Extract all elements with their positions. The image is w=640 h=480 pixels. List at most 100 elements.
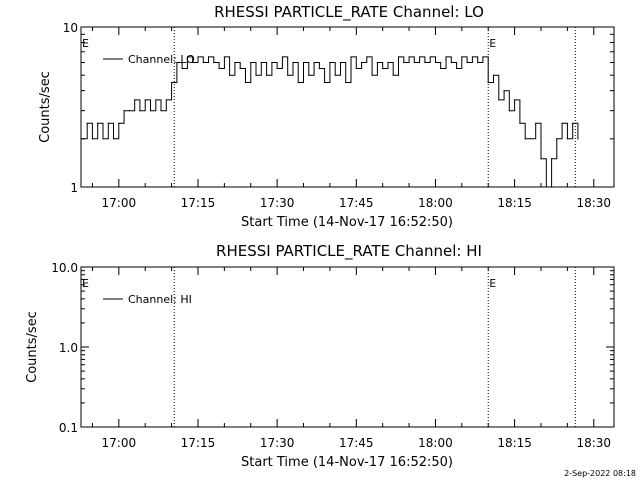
data-point-lo: [80, 138, 82, 140]
data-point-lo: [514, 99, 516, 101]
data-point-lo: [318, 67, 320, 70]
data-point-lo: [345, 81, 347, 84]
data-point-lo: [392, 74, 394, 76]
data-point-lo: [144, 99, 146, 101]
data-point-lo: [550, 158, 553, 160]
data-point-lo: [461, 56, 463, 58]
data-point-lo: [244, 81, 247, 84]
data-point-lo: [440, 67, 442, 70]
data-point-lo: [313, 61, 315, 64]
chart-title-lo: RHESSI PARTICLE_RATE Channel: LO: [214, 3, 484, 22]
data-point-lo: [186, 56, 189, 58]
event-marker-hi: E: [489, 277, 496, 290]
data-point-lo: [260, 61, 262, 64]
data-point-lo: [197, 56, 199, 58]
data-point-lo: [297, 81, 299, 84]
y-tick-label-hi: 10.0: [51, 261, 78, 275]
data-point-lo: [91, 138, 94, 140]
data-point-lo: [218, 67, 220, 70]
data-point-lo: [540, 158, 542, 160]
data-point-lo: [160, 110, 162, 112]
data-point-lo: [112, 138, 115, 140]
data-point-lo: [271, 61, 273, 64]
data-point-lo: [566, 138, 568, 140]
x-axis-label-lo: Start Time (14-Nov-17 16:52:50): [241, 215, 453, 230]
data-point-lo: [139, 110, 141, 112]
data-point-lo: [134, 99, 136, 101]
data-point-lo: [234, 61, 236, 64]
x-tick-label-lo: 17:15: [181, 196, 216, 210]
data-point-lo: [471, 56, 473, 58]
data-point-lo: [419, 56, 421, 58]
chart-title-hi: RHESSI PARTICLE_RATE Channel: HI: [216, 242, 482, 261]
event-marker-lo: E: [489, 37, 496, 50]
data-point-lo: [434, 61, 437, 64]
x-tick-label-hi: 17:00: [102, 436, 137, 450]
data-point-lo: [97, 122, 99, 124]
data-point-lo: [508, 110, 510, 112]
y-axis-label-lo: Counts/sec: [38, 71, 53, 143]
data-point-lo: [561, 122, 563, 124]
data-point-lo: [529, 138, 532, 140]
data-point-lo: [123, 110, 125, 112]
data-point-lo: [176, 61, 178, 64]
data-point-lo: [339, 61, 342, 64]
event-marker-hi: E: [82, 277, 89, 290]
data-point-lo: [287, 74, 289, 76]
data-point-lo: [250, 61, 252, 64]
data-point-lo: [498, 99, 500, 101]
data-point-lo: [413, 61, 415, 64]
data-point-lo: [519, 122, 521, 124]
y-tick-label-lo: 1: [70, 181, 78, 195]
data-point-lo: [276, 67, 278, 70]
data-point-lo: [281, 56, 284, 58]
data-point-lo: [308, 74, 310, 76]
data-point-lo: [556, 138, 558, 140]
data-point-lo: [265, 74, 268, 76]
data-point-lo: [128, 110, 130, 112]
data-point-lo: [408, 56, 410, 58]
data-point-lo: [360, 61, 363, 64]
x-tick-label-hi: 17:15: [181, 436, 216, 450]
data-point-lo: [350, 56, 352, 58]
footer-timestamp: 2-Sep-2022 08:18: [564, 469, 636, 478]
x-tick-label-lo: 18:00: [418, 196, 453, 210]
data-point-lo: [477, 61, 479, 64]
data-point-lo: [482, 56, 484, 58]
data-point-lo: [223, 56, 225, 58]
x-tick-label-lo: 18:15: [497, 196, 532, 210]
data-point-lo: [376, 61, 379, 64]
data-point-lo: [572, 122, 574, 124]
data-point-lo: [255, 74, 257, 76]
data-point-lo: [155, 99, 157, 101]
y-tick-label-hi: 0.1: [59, 421, 78, 435]
data-point-lo: [165, 99, 167, 101]
x-tick-label-hi: 17:30: [260, 436, 295, 450]
series-line-lo: [81, 56, 579, 188]
x-tick-label-hi: 18:30: [576, 436, 611, 450]
x-tick-label-hi: 18:00: [418, 436, 453, 450]
data-point-lo: [371, 74, 373, 76]
legend-label-lo: Channel: LO: [128, 53, 195, 66]
data-point-lo: [503, 90, 505, 92]
data-point-lo: [577, 138, 579, 140]
data-point-lo: [450, 61, 452, 64]
data-point-lo: [207, 56, 210, 58]
data-point-lo: [387, 61, 389, 64]
data-point-lo: [107, 122, 109, 124]
data-point-lo: [366, 56, 368, 58]
x-tick-label-hi: 18:15: [497, 436, 532, 450]
data-point-lo: [170, 81, 173, 84]
data-point-lo: [239, 67, 241, 70]
data-point-lo: [329, 61, 331, 64]
x-tick-label-lo: 17:30: [260, 196, 295, 210]
legend-label-hi: Channel: HI: [128, 293, 192, 306]
data-point-lo: [466, 61, 468, 64]
data-point-lo: [86, 122, 88, 124]
data-point-lo: [302, 61, 305, 64]
x-axis-label-hi: Start Time (14-Nov-17 16:52:50): [241, 455, 453, 470]
data-point-lo: [102, 138, 104, 140]
data-point-lo: [455, 67, 458, 70]
plot-frame-lo: [80, 26, 615, 188]
